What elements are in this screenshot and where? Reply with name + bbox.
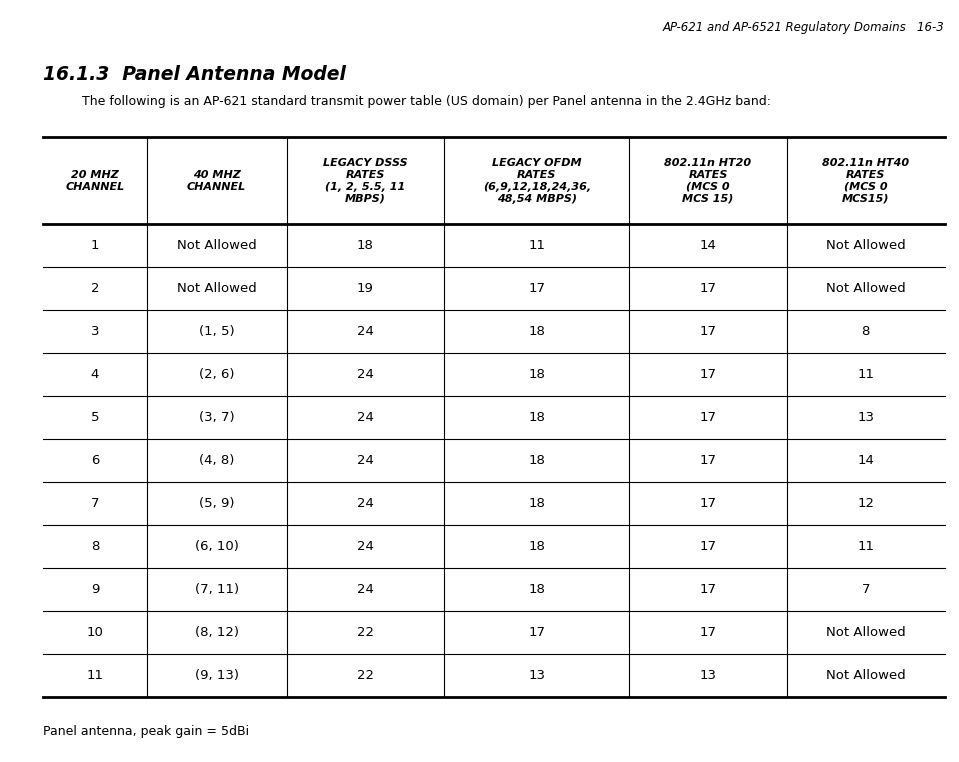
Text: LEGACY DSSS
RATES
(1, 2, 5.5, 11
MBPS): LEGACY DSSS RATES (1, 2, 5.5, 11 MBPS) [323, 158, 408, 203]
Text: 8: 8 [861, 325, 870, 338]
Text: 17: 17 [699, 497, 716, 510]
Text: 18: 18 [528, 411, 545, 424]
Text: 17: 17 [699, 411, 716, 424]
Text: 17: 17 [699, 540, 716, 553]
Text: (1, 5): (1, 5) [199, 325, 235, 338]
Text: 17: 17 [699, 282, 716, 295]
Text: 16.1.3  Panel Antenna Model: 16.1.3 Panel Antenna Model [43, 65, 346, 84]
Text: 40 MHZ
CHANNEL: 40 MHZ CHANNEL [187, 170, 246, 191]
Text: 20 MHZ
CHANNEL: 20 MHZ CHANNEL [65, 170, 125, 191]
Text: 5: 5 [91, 411, 99, 424]
Text: 7: 7 [861, 583, 870, 596]
Text: 18: 18 [528, 454, 545, 467]
Text: 802.11n HT20
RATES
(MCS 0
MCS 15): 802.11n HT20 RATES (MCS 0 MCS 15) [665, 158, 752, 203]
Text: 24: 24 [357, 411, 374, 424]
Text: 6: 6 [91, 454, 99, 467]
Text: 18: 18 [528, 368, 545, 381]
Text: 18: 18 [528, 583, 545, 596]
Text: 17: 17 [699, 368, 716, 381]
Text: (3, 7): (3, 7) [199, 411, 235, 424]
Text: 24: 24 [357, 540, 374, 553]
Text: The following is an AP-621 standard transmit power table (US domain) per Panel a: The following is an AP-621 standard tran… [82, 95, 770, 108]
Text: 22: 22 [357, 669, 374, 682]
Text: 10: 10 [86, 626, 104, 639]
Text: 4: 4 [91, 368, 99, 381]
Text: 24: 24 [357, 583, 374, 596]
Text: (5, 9): (5, 9) [199, 497, 234, 510]
Text: 14: 14 [699, 239, 716, 252]
Text: (9, 13): (9, 13) [195, 669, 239, 682]
Text: 12: 12 [857, 497, 875, 510]
Text: (8, 12): (8, 12) [195, 626, 239, 639]
Text: 1: 1 [91, 239, 99, 252]
Text: 18: 18 [357, 239, 374, 252]
Text: 17: 17 [528, 282, 546, 295]
Text: 7: 7 [91, 497, 99, 510]
Text: (6, 10): (6, 10) [195, 540, 239, 553]
Text: 13: 13 [528, 669, 546, 682]
Text: 802.11n HT40
RATES
(MCS 0
MCS15): 802.11n HT40 RATES (MCS 0 MCS15) [822, 158, 909, 203]
Text: LEGACY OFDM
RATES
(6,9,12,18,24,36,
48,54 MBPS): LEGACY OFDM RATES (6,9,12,18,24,36, 48,5… [482, 158, 591, 203]
Text: 13: 13 [699, 669, 716, 682]
Text: AP-621 and AP-6521 Regulatory Domains   16-3: AP-621 and AP-6521 Regulatory Domains 16… [663, 21, 945, 34]
Text: 3: 3 [91, 325, 99, 338]
Text: 17: 17 [699, 626, 716, 639]
Text: 2: 2 [91, 282, 99, 295]
Text: 24: 24 [357, 454, 374, 467]
Text: 18: 18 [528, 540, 545, 553]
Text: Not Allowed: Not Allowed [826, 669, 905, 682]
Text: (2, 6): (2, 6) [199, 368, 234, 381]
Text: (7, 11): (7, 11) [195, 583, 239, 596]
Text: Not Allowed: Not Allowed [176, 239, 257, 252]
Text: 18: 18 [528, 497, 545, 510]
Text: 11: 11 [86, 669, 104, 682]
Text: 18: 18 [528, 325, 545, 338]
Text: 9: 9 [91, 583, 99, 596]
Text: (4, 8): (4, 8) [199, 454, 234, 467]
Text: 11: 11 [528, 239, 546, 252]
Text: Not Allowed: Not Allowed [826, 626, 905, 639]
Text: Panel antenna, peak gain = 5dBi: Panel antenna, peak gain = 5dBi [43, 725, 249, 738]
Text: 22: 22 [357, 626, 374, 639]
Text: 17: 17 [699, 583, 716, 596]
Text: 24: 24 [357, 368, 374, 381]
Text: 13: 13 [857, 411, 875, 424]
Text: 14: 14 [857, 454, 875, 467]
Text: 11: 11 [857, 540, 875, 553]
Text: Not Allowed: Not Allowed [176, 282, 257, 295]
Text: 11: 11 [857, 368, 875, 381]
Text: 24: 24 [357, 497, 374, 510]
Text: Not Allowed: Not Allowed [826, 282, 905, 295]
Text: 8: 8 [91, 540, 99, 553]
Text: Not Allowed: Not Allowed [826, 239, 905, 252]
Text: 24: 24 [357, 325, 374, 338]
Text: 17: 17 [699, 454, 716, 467]
Text: 17: 17 [528, 626, 546, 639]
Text: 19: 19 [357, 282, 374, 295]
Text: 17: 17 [699, 325, 716, 338]
